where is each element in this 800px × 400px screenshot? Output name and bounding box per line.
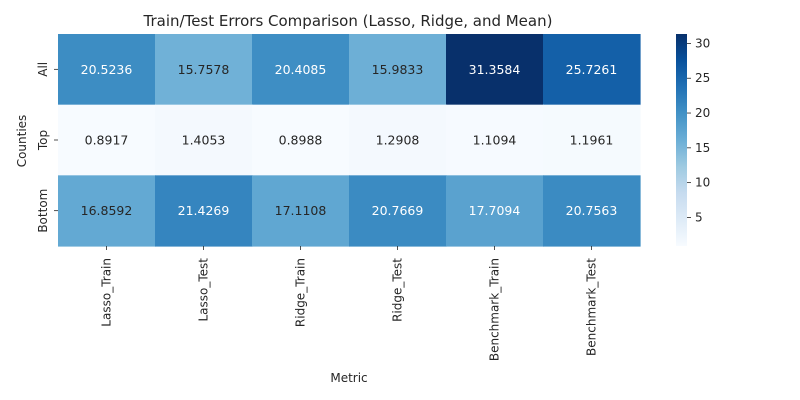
heatmap-cell (446, 175, 544, 247)
cell-value-label: 31.3584 (469, 62, 521, 77)
cell-value-label: 1.4053 (182, 133, 226, 148)
y-axis-label: Counties (15, 115, 29, 168)
x-tick-label: Benchmark_Test (585, 258, 599, 356)
heatmap-cells (58, 34, 641, 247)
x-tick-label: Ridge_Test (391, 258, 405, 322)
heatmap-cell (543, 34, 641, 106)
cell-value-label: 16.8592 (81, 203, 133, 218)
y-tick-label: All (36, 62, 50, 77)
colorbar: 5 10 15 20 25 30 (676, 34, 710, 246)
x-axis-label: Metric (330, 371, 367, 385)
heatmap-cell (252, 175, 350, 247)
colorbar-tick-label: 25 (695, 71, 710, 85)
heatmap-cell (349, 34, 447, 106)
colorbar-tick-label: 20 (695, 106, 710, 120)
cell-value-label: 15.7578 (178, 62, 230, 77)
cell-value-label: 25.7261 (566, 62, 618, 77)
cell-value-label: 20.7669 (372, 203, 424, 218)
colorbar-tick-label: 5 (695, 210, 703, 224)
y-tick-label: Top (36, 130, 50, 151)
heatmap-cell (446, 34, 544, 106)
colorbar-tick-label: 15 (695, 141, 710, 155)
cell-value-label: 1.2908 (376, 133, 420, 148)
cell-value-label: 20.4085 (275, 62, 327, 77)
x-tick-label: Ridge_Train (294, 258, 308, 327)
heatmap-cell (155, 175, 253, 247)
cell-value-label: 0.8917 (85, 133, 129, 148)
cell-value-label: 15.9833 (372, 62, 424, 77)
cell-value-label: 0.8988 (279, 133, 323, 148)
heatmap-cell (543, 175, 641, 247)
heatmap-cell-labels: 20.5236 15.7578 20.4085 15.9833 31.3584 25.72… (81, 62, 618, 218)
chart-title: Train/Test Errors Comparison (Lasso, Rid… (143, 12, 553, 30)
heatmap-cell (58, 175, 156, 247)
heatmap-cell (155, 104, 253, 176)
y-tick-label: Bottom (36, 189, 50, 233)
cell-value-label: 17.7094 (469, 203, 521, 218)
heatmap-cell (155, 34, 253, 106)
heatmap-cell (58, 34, 156, 106)
cell-value-label: 1.1094 (473, 133, 517, 148)
colorbar-tick-label: 30 (695, 36, 710, 50)
x-axis-ticks: Lasso_Train Lasso_Test Ridge_Train Ridge_Te… (100, 246, 599, 361)
heatmap-cell (543, 104, 641, 176)
heatmap-cell (252, 34, 350, 106)
x-tick-label: Benchmark_Train (488, 258, 502, 361)
colorbar-gradient (676, 34, 687, 246)
cell-value-label: 1.1961 (570, 133, 614, 148)
heatmap-cell (446, 104, 544, 176)
heatmap-cell (349, 104, 447, 176)
colorbar-tick-label: 10 (695, 176, 710, 190)
y-axis-ticks: All Top Bottom (36, 62, 58, 233)
x-tick-label: Lasso_Train (100, 258, 114, 327)
cell-value-label: 20.7563 (566, 203, 618, 218)
heatmap-cell (252, 104, 350, 176)
x-tick-label: Lasso_Test (197, 258, 211, 322)
cell-value-label: 20.5236 (81, 62, 133, 77)
cell-value-label: 21.4269 (178, 203, 230, 218)
heatmap-cell (349, 175, 447, 247)
heatmap-cell (58, 104, 156, 176)
cell-value-label: 17.1108 (275, 203, 327, 218)
